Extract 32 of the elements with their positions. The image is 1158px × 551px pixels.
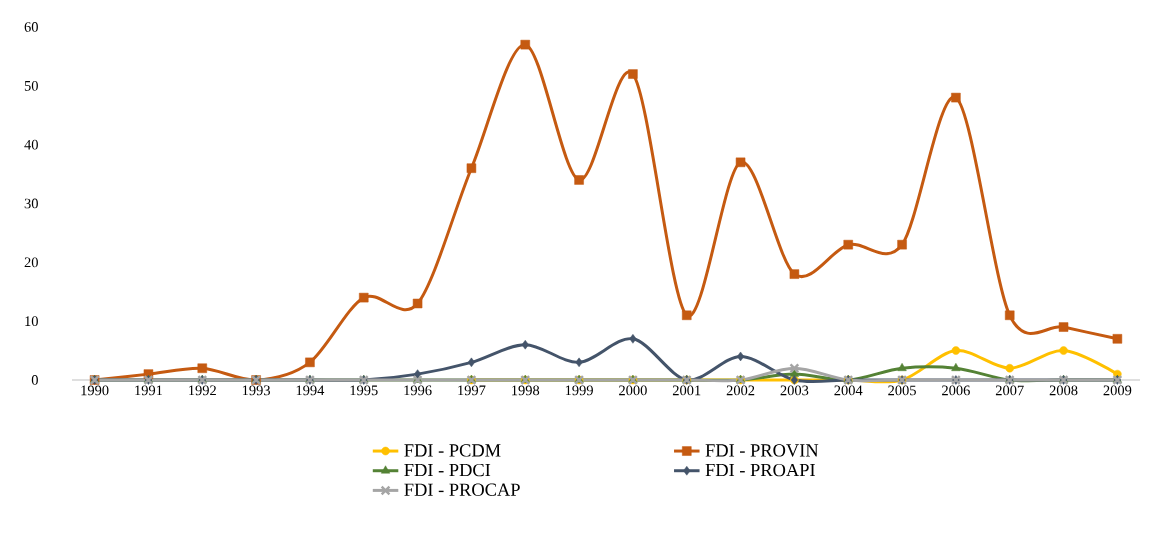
x-tick-label: 1992 [189, 385, 216, 396]
legend-label: FDI - PROCAP [404, 483, 520, 496]
x-tick-label: 1990 [81, 385, 109, 396]
legend-label: FDI - PDCI [404, 463, 491, 477]
legend-label: FDI - PROVIN [705, 444, 819, 457]
y-tick-label: 20 [24, 257, 38, 268]
y-tick-label: 0 [31, 375, 38, 385]
x-tick-label: 2003 [780, 385, 809, 396]
x-tick-label: 2009 [1103, 385, 1132, 396]
x-tick-label: 2007 [995, 385, 1024, 396]
x-tick-label: 1998 [512, 385, 540, 396]
y-tick-label: 30 [24, 198, 38, 209]
y-tick-label: 10 [25, 316, 38, 327]
y-tick-label: 40 [24, 139, 38, 150]
x-tick-label: 1993 [242, 385, 270, 396]
x-tick-label: 2008 [1049, 385, 1078, 396]
x-tick-label: 1994 [296, 385, 325, 396]
x-tick-label: 2006 [942, 385, 970, 396]
y-tick-label: 60 [24, 22, 38, 32]
x-tick-label: 1999 [565, 385, 593, 396]
x-tick-label: 2005 [888, 385, 916, 396]
x-tick-label: 2001 [672, 385, 701, 396]
x-tick-label: 2004 [834, 385, 863, 396]
x-tick-label: 1997 [458, 385, 486, 396]
x-tick-label: 2000 [619, 385, 647, 396]
x-tick-label: 1991 [135, 385, 163, 396]
y-tick-label: 50 [24, 80, 38, 91]
x-tick-label: 1996 [404, 385, 432, 396]
x-tick-label: 1995 [350, 385, 378, 396]
legend-label: FDI - PROAPI [705, 463, 815, 477]
x-tick-label: 2002 [726, 385, 755, 396]
legend-label: FDI - PCDM [404, 444, 501, 457]
